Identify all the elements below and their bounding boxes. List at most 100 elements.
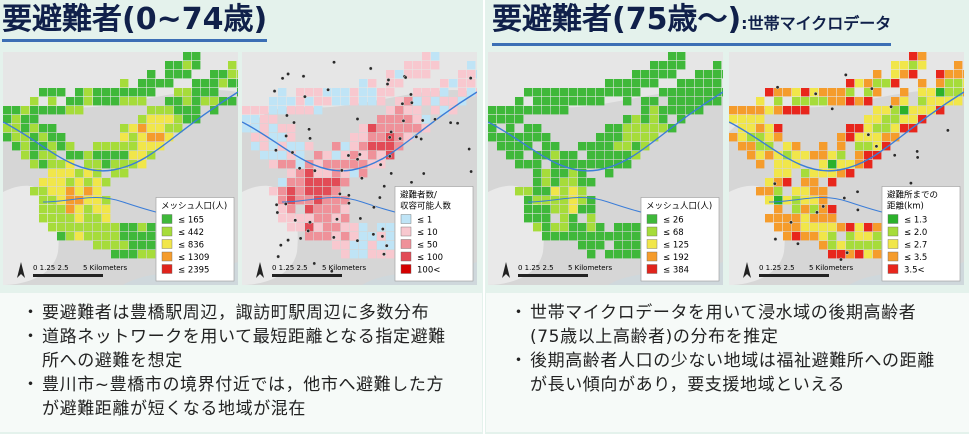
mesh-cell (111, 160, 120, 169)
mesh-cell (404, 133, 413, 142)
north-arrow (502, 262, 510, 278)
mesh-cell (650, 70, 659, 79)
shelter (398, 136, 402, 141)
mesh-cell (747, 115, 756, 124)
mesh-cell (810, 214, 819, 223)
mesh-cell (524, 133, 533, 142)
shelter (303, 94, 307, 99)
mesh-cell (102, 151, 111, 160)
legend-swatch (646, 239, 658, 249)
mesh-cell (156, 115, 165, 124)
shelter (401, 118, 406, 123)
mesh-cell (587, 250, 596, 259)
mesh-cell (332, 97, 341, 106)
mesh-cell (828, 151, 837, 160)
mesh-cell (560, 205, 569, 214)
mesh-cell (729, 106, 738, 115)
mesh-cell (533, 196, 542, 205)
mesh-cell (368, 142, 377, 151)
mesh-cell (542, 205, 551, 214)
mesh-cell (659, 88, 668, 97)
mesh-cell (810, 232, 819, 241)
scale-bar (33, 274, 103, 277)
mesh-cell (560, 178, 569, 187)
scale-ticks: 0 1.25 2.5 (33, 264, 69, 272)
mesh-cell (909, 115, 918, 124)
mesh-cell (864, 133, 873, 142)
mesh-cell (129, 250, 138, 259)
mesh-cell (900, 106, 909, 115)
shelter (915, 149, 920, 154)
mesh-cell (792, 151, 801, 160)
mesh-cell (855, 97, 864, 106)
mesh-cell (449, 106, 458, 115)
mesh-cell (963, 79, 964, 88)
mesh-cell (368, 232, 377, 241)
mesh-cell (614, 88, 623, 97)
mesh-cell (84, 160, 93, 169)
shelter (389, 171, 394, 176)
mesh-cell (560, 223, 569, 232)
mesh-cell (57, 169, 66, 178)
mesh-cell (524, 196, 533, 205)
mesh-cell (713, 79, 722, 88)
mesh-cell (138, 115, 147, 124)
mesh-cell (201, 79, 210, 88)
mesh-cell (900, 88, 909, 97)
legend-swatch (161, 239, 173, 249)
mesh-cell (747, 106, 756, 115)
mesh-cell (900, 97, 909, 106)
mesh-cell (332, 151, 341, 160)
legend-swatch (646, 264, 658, 274)
mesh-cell (48, 88, 57, 97)
mesh-cell (578, 241, 587, 250)
legend-swatch (400, 264, 412, 274)
mesh-cell (314, 214, 323, 223)
mesh-cell (147, 115, 156, 124)
mesh-cell (395, 97, 404, 106)
mesh-cell (431, 52, 440, 61)
shelter (339, 168, 344, 173)
mesh-cell (774, 97, 783, 106)
mesh-cell (668, 88, 677, 97)
mesh-cell (704, 79, 713, 88)
mesh-cell (891, 79, 900, 88)
mesh-cell (738, 115, 747, 124)
shelter (813, 91, 818, 96)
mesh-cell (287, 97, 296, 106)
mesh-cell (801, 187, 810, 196)
mesh-cell (458, 79, 467, 88)
legend-label: ≤ 384 (663, 266, 689, 276)
mesh-cell (269, 187, 278, 196)
mesh-cell (792, 106, 801, 115)
scale-unit: 5 Kilometers (83, 264, 127, 272)
mesh-cell (192, 88, 201, 97)
mesh-cell (183, 61, 192, 70)
mesh-cell (242, 106, 251, 115)
shelter (469, 169, 474, 174)
mesh-cell (39, 196, 48, 205)
mesh-cell (219, 79, 228, 88)
mesh-cell (93, 187, 102, 196)
shelter (387, 154, 392, 159)
mesh-cell (386, 106, 395, 115)
map: 避難者数/収容可能人数 ≤ 1 ≤ 10 ≤ 50 ≤ 100 100< 0 1.25 2.… (242, 52, 477, 285)
bullet: 豊川市~豊橋市の境界付近では，他市へ避難した方が避難距離が短くなる地域が混在 (22, 373, 452, 421)
mesh-cell (578, 88, 587, 97)
mesh-cell (596, 88, 605, 97)
mesh-cell (747, 142, 756, 151)
shelter (347, 201, 351, 206)
mesh-cell (533, 169, 542, 178)
mesh-cell (533, 223, 542, 232)
mesh-cell (350, 88, 359, 97)
mesh-cell (237, 79, 238, 88)
shelter (380, 234, 385, 239)
mesh-cell (147, 151, 156, 160)
legend-label: ≤ 1 (417, 216, 432, 226)
shelter (272, 89, 277, 94)
mesh-cell (515, 106, 524, 115)
mesh-cell (623, 250, 632, 259)
mesh-cell (377, 124, 386, 133)
mesh-cell (801, 223, 810, 232)
mesh-cell (587, 178, 596, 187)
